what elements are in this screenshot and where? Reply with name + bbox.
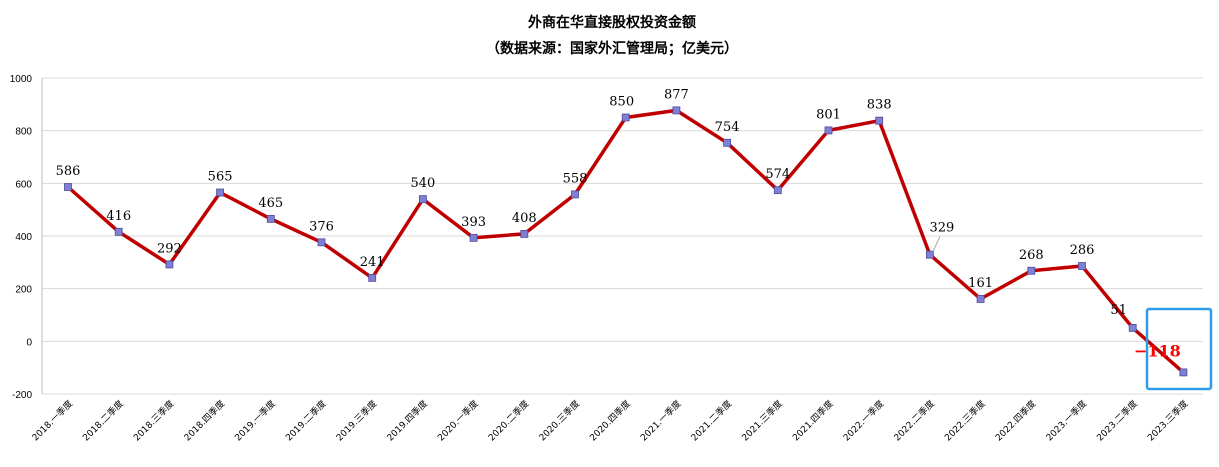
gridlines <box>41 77 1203 395</box>
data-point-0 <box>64 183 72 191</box>
y-tick-label-3: 400 <box>15 232 32 243</box>
data-label-21: 51 <box>1110 303 1127 318</box>
x-tick-label-1: 2018.二季度 <box>80 398 126 444</box>
data-point-5 <box>317 238 326 247</box>
data-label-0: 586 <box>56 164 81 179</box>
data-point-2 <box>165 260 174 269</box>
data-label-15: 801 <box>816 107 841 122</box>
x-tick-label-9: 2020.二季度 <box>486 398 532 444</box>
x-tick-label-2: 2018.三季度 <box>131 398 177 444</box>
data-label-8: 393 <box>461 215 486 230</box>
y-axis-ticks: -200 0 200 400 600 800 1000 <box>10 74 33 401</box>
x-tick-label-14: 2021.三季度 <box>739 398 785 444</box>
data-point-3 <box>216 188 225 197</box>
data-label-14: 574 <box>765 167 790 182</box>
data-label-22: −118 <box>1134 341 1181 360</box>
data-label-4: 465 <box>258 196 283 211</box>
x-tick-label-8: 2020.一季度 <box>435 398 481 444</box>
chart-title: 外商在华直接股权投资金额 <box>528 14 696 31</box>
y-tick-label-2: 200 <box>15 285 32 296</box>
x-tick-label-19: 2022.四季度 <box>993 398 1039 444</box>
y-tick-label-4: 600 <box>15 179 32 190</box>
x-tick-label-15: 2021.四季度 <box>790 398 836 444</box>
data-label-9: 408 <box>512 211 537 226</box>
last-point-highlight-box <box>1145 307 1213 391</box>
x-tick-label-22: 2023.三季度 <box>1145 398 1191 444</box>
data-point-6 <box>368 273 377 282</box>
highlight-box <box>1145 307 1213 391</box>
data-point-13 <box>723 138 731 147</box>
data-label-10: 558 <box>563 171 588 186</box>
data-point-21 <box>1128 324 1137 332</box>
data-label-12: 877 <box>664 87 689 102</box>
x-tick-label-6: 2019.三季度 <box>334 398 380 444</box>
x-axis-ticks: 2018.一季度 2018.二季度 2018.三季度 2018.四季度 2019.一季度… <box>29 398 1190 444</box>
data-point-9 <box>520 229 529 238</box>
data-label-1: 416 <box>106 209 131 224</box>
data-label-2: 292 <box>157 241 182 256</box>
label-leader-17 <box>932 236 941 252</box>
data-point-11 <box>621 113 630 122</box>
data-point-19 <box>1027 266 1036 275</box>
data-point-12 <box>672 106 681 115</box>
x-tick-label-12: 2021.一季度 <box>638 398 684 444</box>
data-point-7 <box>418 195 427 204</box>
chart-subtitle: （数据来源：国家外汇管理局；亿美元） <box>486 40 738 57</box>
data-point-15 <box>824 126 833 135</box>
data-label-6: 241 <box>360 255 385 270</box>
x-tick-label-16: 2022.一季度 <box>841 398 887 444</box>
data-label-18: 161 <box>968 276 993 291</box>
x-tick-label-7: 2019.四季度 <box>384 398 430 444</box>
y-tick-label-5: 800 <box>15 127 32 138</box>
data-label-7: 540 <box>410 176 435 191</box>
series-line <box>66 108 1185 374</box>
data-label-3: 565 <box>208 170 233 185</box>
x-tick-label-4: 2019.一季度 <box>232 398 278 444</box>
data-label-20: 286 <box>1070 243 1095 258</box>
y-tick-label-0: -200 <box>12 390 32 401</box>
series-markers <box>64 106 1188 377</box>
x-tick-label-0: 2018.一季度 <box>29 398 75 444</box>
data-label-17: 329 <box>929 221 954 236</box>
x-tick-label-21: 2023.二季度 <box>1094 398 1140 444</box>
x-tick-label-11: 2020.四季度 <box>587 398 633 444</box>
x-tick-label-5: 2019.二季度 <box>283 398 329 444</box>
data-label-11: 850 <box>609 95 634 110</box>
data-point-22 <box>1179 368 1188 377</box>
data-point-10 <box>571 190 579 199</box>
data-point-20 <box>1078 262 1086 270</box>
data-label-16: 838 <box>867 98 892 113</box>
x-tick-label-17: 2022.二季度 <box>891 398 937 444</box>
x-tick-label-13: 2021.二季度 <box>688 398 734 444</box>
data-label-5: 376 <box>309 219 334 234</box>
data-point-1 <box>114 227 123 236</box>
y-tick-label-6: 1000 <box>10 74 33 85</box>
x-tick-label-10: 2020.三季度 <box>536 398 582 444</box>
data-label-19: 268 <box>1019 248 1044 263</box>
data-point-8 <box>469 233 478 242</box>
y-tick-label-1: 0 <box>26 337 32 348</box>
data-point-14 <box>773 186 782 195</box>
data-point-4 <box>266 214 275 223</box>
data-label-13: 754 <box>715 120 740 135</box>
data-point-17 <box>926 250 934 259</box>
x-tick-label-3: 2018.四季度 <box>181 398 227 444</box>
data-labels: 586 416 292 565 465 376 241 540 393 408 558 850 877 7… <box>56 87 1181 360</box>
data-point-16 <box>875 116 884 125</box>
x-tick-label-20: 2023.一季度 <box>1043 398 1089 444</box>
data-point-18 <box>976 295 985 303</box>
x-tick-label-18: 2022.三季度 <box>942 398 988 444</box>
series-polyline <box>66 108 1185 374</box>
